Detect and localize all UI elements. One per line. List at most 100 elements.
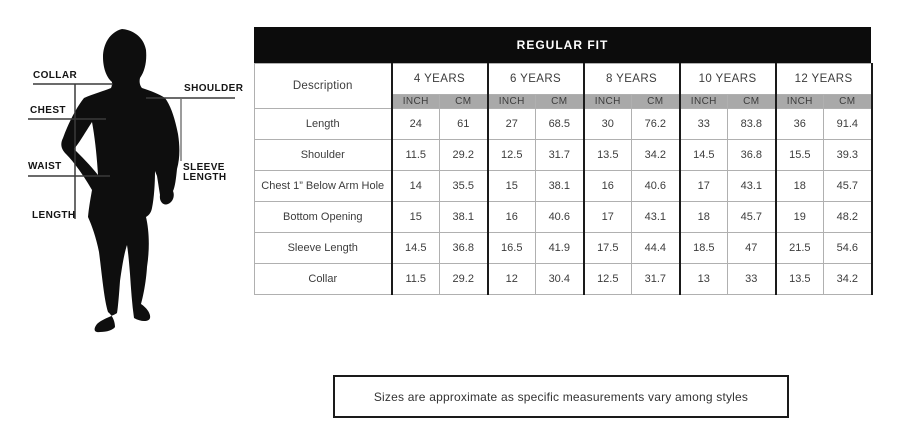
size-value: 31.7 (535, 139, 585, 171)
size-value: 91.4 (823, 108, 873, 140)
waist-label: WAIST (28, 161, 62, 172)
table-row: Chest 1” Below Arm Hole 14 35.5 15 38.1 16 40.… (254, 170, 873, 202)
size-value: 24 (390, 108, 440, 140)
age-group-header: 4 YEARS (390, 63, 489, 95)
table-row: Collar 11.5 29.2 12 30.4 12.5 31.7 13 33 13.5 34.2 (254, 263, 873, 295)
size-value: 43.1 (727, 170, 777, 202)
size-value: 18 (774, 170, 825, 202)
size-value: 12.5 (486, 139, 537, 171)
size-value: 18 (678, 201, 729, 233)
size-value: 39.3 (823, 139, 873, 171)
table-row: Shoulder 11.5 29.2 12.5 31.7 13.5 34.2 14.5 36.8… (254, 139, 873, 171)
measurement-diagram: COLLAR SHOULDER CHEST WAIST SLEEVE LENGT… (0, 0, 250, 350)
age-group-header: 12 YEARS (774, 63, 873, 95)
size-value: 30.4 (535, 263, 585, 295)
size-value: 36.8 (727, 139, 777, 171)
size-value: 14.5 (390, 232, 440, 264)
disclaimer-text: Sizes are approximate as specific measur… (373, 389, 749, 404)
size-value: 17 (678, 170, 729, 202)
size-value: 33 (678, 108, 729, 140)
size-value: 29.2 (438, 139, 489, 171)
table-row: Length 24 61 27 68.5 30 76.2 33 83.8 36 91.4 (254, 108, 873, 140)
fit-title-bar: REGULAR FIT (254, 27, 871, 63)
size-value: 35.5 (438, 170, 489, 202)
size-value: 12 (486, 263, 537, 295)
size-value: 31.7 (631, 263, 681, 295)
size-value: 36 (774, 108, 825, 140)
size-value: 45.7 (727, 201, 777, 233)
size-value: 83.8 (727, 108, 777, 140)
size-value: 44.4 (631, 232, 681, 264)
unit-header: CM (535, 94, 585, 109)
size-value: 16 (486, 201, 537, 233)
boy-silhouette (61, 29, 180, 333)
sleeve-length-label: SLEEVE LENGTH (183, 162, 227, 183)
size-value: 11.5 (390, 139, 440, 171)
size-value: 68.5 (535, 108, 585, 140)
fit-title: REGULAR FIT (516, 38, 609, 52)
size-value: 13 (678, 263, 729, 295)
size-value: 76.2 (631, 108, 681, 140)
row-label: Chest 1” Below Arm Hole (254, 170, 392, 202)
age-group-header: 10 YEARS (678, 63, 777, 95)
table-row: Sleeve Length 14.5 36.8 16.5 41.9 17.5 44.4 18.… (254, 232, 873, 264)
unit-header: INCH (582, 94, 633, 109)
age-group-header: 8 YEARS (582, 63, 681, 95)
size-value: 30 (582, 108, 633, 140)
size-value: 15.5 (774, 139, 825, 171)
size-value: 54.6 (823, 232, 873, 264)
size-table: Description 4 YEARS 6 YEARS 8 YEARS 10 YEAR… (254, 63, 873, 295)
size-value: 40.6 (535, 201, 585, 233)
unit-header: CM (823, 94, 873, 109)
size-value: 17.5 (582, 232, 633, 264)
size-value: 45.7 (823, 170, 873, 202)
size-value: 40.6 (631, 170, 681, 202)
row-label: Sleeve Length (254, 232, 392, 264)
size-value: 15 (486, 170, 537, 202)
size-value: 19 (774, 201, 825, 233)
description-header: Description (254, 63, 392, 109)
size-value: 61 (438, 108, 489, 140)
size-value: 34.2 (823, 263, 873, 295)
unit-header: CM (727, 94, 777, 109)
collar-label: COLLAR (33, 70, 78, 81)
size-value: 48.2 (823, 201, 873, 233)
row-label: Shoulder (254, 139, 392, 171)
size-value: 18.5 (678, 232, 729, 264)
size-value: 13.5 (582, 139, 633, 171)
shoulder-label: SHOULDER (184, 83, 244, 94)
size-value: 12.5 (582, 263, 633, 295)
size-value: 16 (582, 170, 633, 202)
row-label: Bottom Opening (254, 201, 392, 233)
size-value: 38.1 (438, 201, 489, 233)
size-value: 14 (390, 170, 440, 202)
row-label: Collar (254, 263, 392, 295)
size-value: 16.5 (486, 232, 537, 264)
size-table-body: Length 24 61 27 68.5 30 76.2 33 83.8 36 91.4 Should… (254, 108, 873, 295)
size-value: 11.5 (390, 263, 440, 295)
size-value: 34.2 (631, 139, 681, 171)
age-group-row: Description 4 YEARS 6 YEARS 8 YEARS 10 YEAR… (254, 63, 873, 109)
unit-header: INCH (486, 94, 537, 109)
size-value: 13.5 (774, 263, 825, 295)
size-value: 14.5 (678, 139, 729, 171)
boy-silhouette-graphic (28, 29, 235, 333)
size-value: 21.5 (774, 232, 825, 264)
size-value: 47 (727, 232, 777, 264)
size-value: 29.2 (438, 263, 489, 295)
unit-header: CM (631, 94, 681, 109)
unit-header: INCH (678, 94, 729, 109)
size-value: 43.1 (631, 201, 681, 233)
table-row: Bottom Opening 15 38.1 16 40.6 17 43.1 18 45.7 19… (254, 201, 873, 233)
size-value: 15 (390, 201, 440, 233)
row-label: Length (254, 108, 392, 140)
unit-header: CM (438, 94, 489, 109)
size-value: 41.9 (535, 232, 585, 264)
size-value: 36.8 (438, 232, 489, 264)
disclaimer-box: Sizes are approximate as specific measur… (333, 375, 789, 418)
length-label: LENGTH (32, 210, 76, 221)
unit-header: INCH (774, 94, 825, 109)
size-value: 27 (486, 108, 537, 140)
size-chart: REGULAR FIT Description 4 YEARS 6 YEARS 8 … (254, 27, 873, 295)
size-value: 17 (582, 201, 633, 233)
